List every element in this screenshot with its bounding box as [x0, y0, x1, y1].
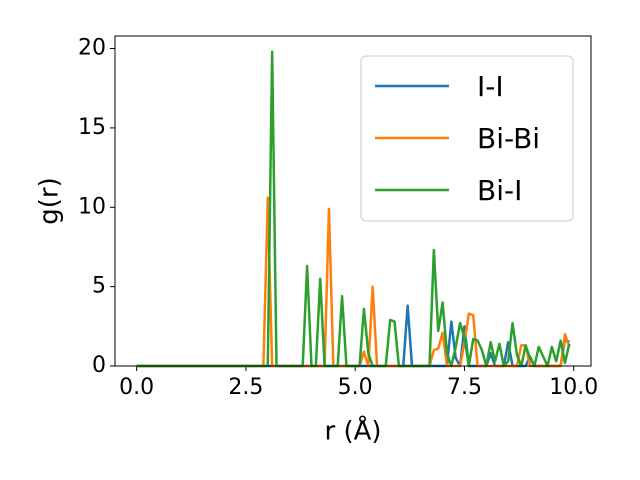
x-tick-label: 0.0: [119, 375, 154, 400]
axes-frame: [114, 35, 592, 367]
y-tick-label: 0: [92, 353, 106, 378]
legend-label: Bi-Bi: [477, 122, 540, 155]
y-tick-label: 15: [78, 115, 106, 140]
x-axis-label: r (Å): [324, 415, 381, 447]
y-tick-label: 5: [92, 274, 106, 299]
y-tick-label: 10: [78, 194, 106, 219]
x-tick-label: 5.0: [338, 375, 373, 400]
legend-box: [360, 55, 574, 222]
legend-label: Bi-I: [477, 174, 522, 207]
x-tick-label: 10.0: [549, 375, 598, 400]
legend-label: I-I: [477, 70, 504, 103]
x-tick-label: 7.5: [447, 375, 482, 400]
y-tick-label: 20: [78, 36, 106, 61]
x-tick-label: 2.5: [228, 375, 263, 400]
y-axis-label: g(r): [35, 177, 65, 224]
